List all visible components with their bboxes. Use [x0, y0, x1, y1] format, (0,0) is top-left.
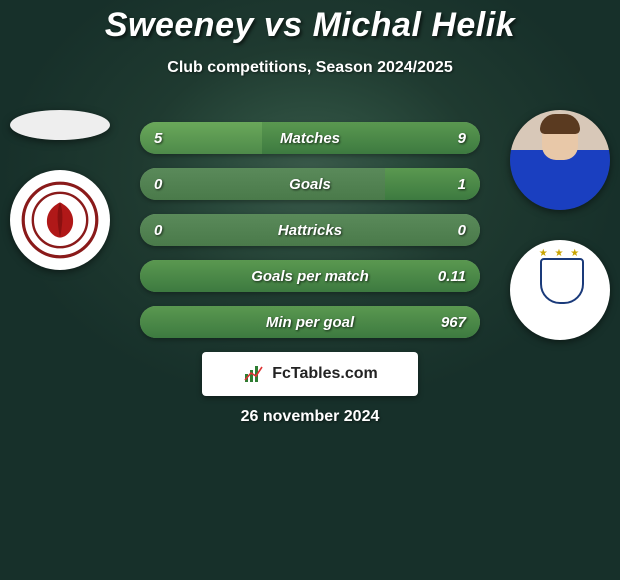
stat-bar: Goals per match0.11: [140, 260, 480, 292]
source-banner: FcTables.com: [202, 352, 418, 396]
date-text: 26 november 2024: [0, 408, 620, 426]
stat-bars: 5Matches90Goals10Hattricks0Goals per mat…: [140, 122, 480, 338]
player2-club-badge: ★ ★ ★: [510, 240, 610, 340]
stat-right-value: 0: [444, 214, 480, 246]
stat-right-value: 967: [427, 306, 480, 338]
stat-bar: Min per goal967: [140, 306, 480, 338]
stat-label: Hattricks: [140, 214, 480, 246]
left-avatars: [10, 110, 110, 270]
chart-icon: [242, 362, 266, 386]
page-title: Sweeney vs Michal Helik: [0, 0, 620, 45]
player1-club-badge: [10, 170, 110, 270]
subtitle: Club competitions, Season 2024/2025: [0, 59, 620, 77]
right-avatars: ★ ★ ★: [510, 110, 610, 340]
stat-right-value: 0.11: [424, 260, 480, 292]
banner-text: FcTables.com: [272, 365, 378, 383]
stat-right-value: 9: [444, 122, 480, 154]
stat-bar: 0Hattricks0: [140, 214, 480, 246]
stat-label: Matches: [140, 122, 480, 154]
player1-photo: [10, 110, 110, 140]
player2-photo: [510, 110, 610, 210]
stat-right-value: 1: [444, 168, 480, 200]
stat-bar: 0Goals1: [140, 168, 480, 200]
stat-bar: 5Matches9: [140, 122, 480, 154]
stat-label: Goals: [140, 168, 480, 200]
